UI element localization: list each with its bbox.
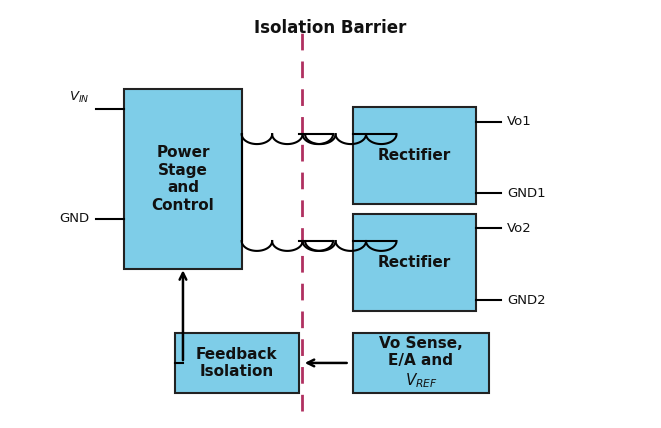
Bar — [353, 107, 477, 204]
Bar — [175, 333, 299, 393]
Text: Vo2: Vo2 — [507, 222, 531, 235]
Bar — [353, 333, 489, 393]
Text: Rectifier: Rectifier — [378, 148, 451, 163]
Text: $V_{IN}$: $V_{IN}$ — [69, 90, 89, 105]
Text: GND2: GND2 — [507, 294, 545, 307]
Text: Vo1: Vo1 — [507, 115, 531, 128]
Bar — [353, 214, 477, 311]
Text: Power
Stage
and
Control: Power Stage and Control — [151, 146, 214, 213]
Text: GND1: GND1 — [507, 187, 545, 200]
Text: Feedback
Isolation: Feedback Isolation — [196, 347, 278, 379]
Text: GND: GND — [59, 212, 89, 226]
Text: Isolation Barrier: Isolation Barrier — [254, 19, 407, 37]
Bar — [124, 89, 242, 270]
Text: Vo Sense,
E/A and
$V_{REF}$: Vo Sense, E/A and $V_{REF}$ — [379, 336, 463, 390]
Text: Rectifier: Rectifier — [378, 255, 451, 270]
